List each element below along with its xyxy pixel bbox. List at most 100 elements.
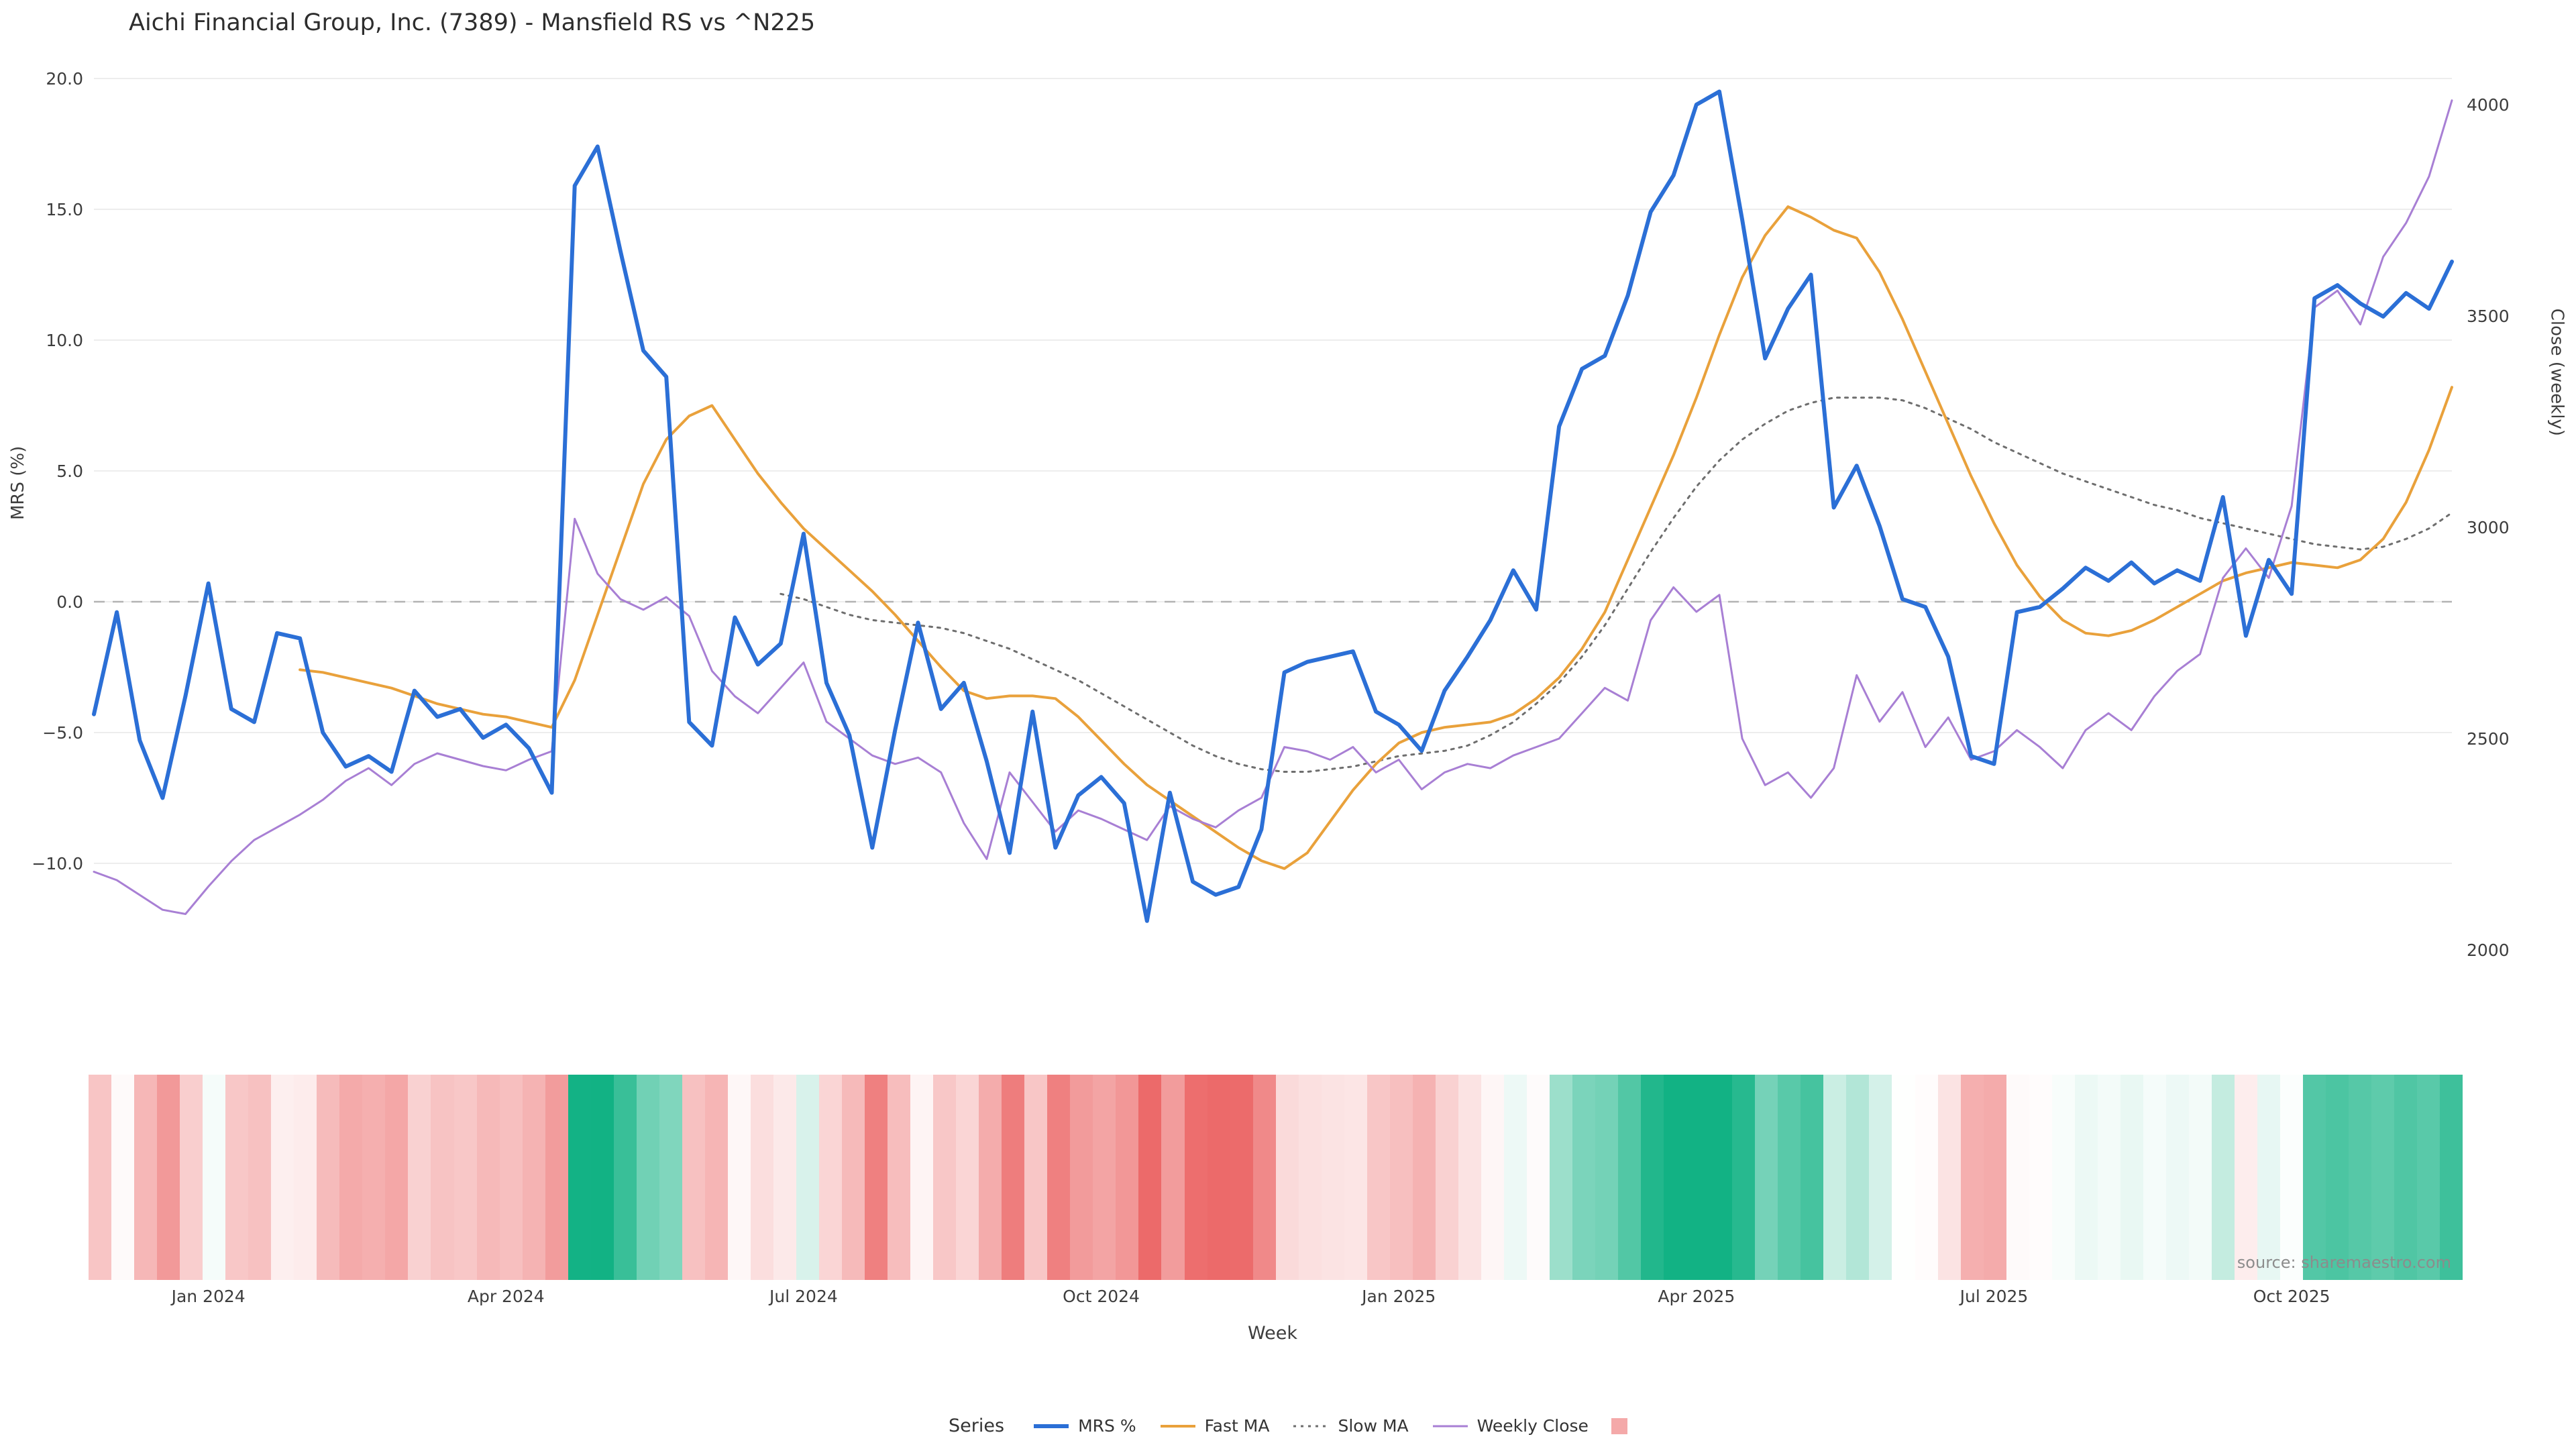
heatmap-cell — [408, 1075, 431, 1280]
left-axis-tick-label: 10.0 — [46, 331, 83, 350]
x-tick-label: Oct 2025 — [2253, 1287, 2330, 1306]
heatmap-cell — [1344, 1075, 1367, 1280]
heatmap-cell — [1755, 1075, 1778, 1280]
heatmap-cell — [704, 1075, 728, 1280]
heatmap-cell — [180, 1075, 203, 1280]
legend-items: MRS % Fast MA Slow MA Weekly Close — [1032, 1416, 1627, 1436]
heatmap-cell — [385, 1075, 409, 1280]
heatmap-cell — [545, 1075, 568, 1280]
heatmap-cell — [1572, 1075, 1596, 1280]
heatmap-cell — [111, 1075, 135, 1280]
heatmap-cell — [1960, 1075, 1984, 1280]
heatmap-legend-swatch — [1611, 1417, 1627, 1434]
heatmap-cell — [271, 1075, 294, 1280]
heatmap-cell — [2097, 1075, 2121, 1280]
heatmap-cell — [2349, 1075, 2372, 1280]
heatmap-cell — [339, 1075, 363, 1280]
left-axis-tick-label: 5.0 — [56, 462, 83, 481]
heatmap-cell — [1047, 1075, 1071, 1280]
heatmap-cell — [933, 1075, 957, 1280]
heatmap-cell — [2120, 1075, 2143, 1280]
heatmap-cell — [2257, 1075, 2280, 1280]
heatmap-cell — [590, 1075, 614, 1280]
heatmap-cell — [89, 1075, 112, 1280]
heatmap-cell — [2280, 1075, 2304, 1280]
heatmap-cell — [727, 1075, 751, 1280]
heatmap-cell — [1664, 1075, 1687, 1280]
heatmap-cell — [294, 1075, 317, 1280]
heatmap-cell — [636, 1075, 659, 1280]
legend-item-fast-ma: Fast MA — [1159, 1416, 1270, 1436]
heatmap-cell — [1138, 1075, 1162, 1280]
legend-item-slow-ma: Slow MA — [1292, 1416, 1409, 1436]
left-axis-tick-label: −10.0 — [32, 854, 83, 873]
heatmap-cell — [134, 1075, 158, 1280]
heatmap-cell — [1732, 1075, 1756, 1280]
heatmap-cell — [819, 1075, 843, 1280]
fast-ma-line — [299, 205, 2453, 870]
heatmap-cell — [2394, 1075, 2418, 1280]
heatmap-cell — [1481, 1075, 1504, 1280]
left-axis-tick-label: 20.0 — [46, 69, 83, 89]
legend-line-swatch — [1034, 1424, 1069, 1428]
heatmap-cell — [1093, 1075, 1116, 1280]
x-axis-title: Week — [1248, 1323, 1297, 1344]
heatmap-cell — [1869, 1075, 1892, 1280]
heatmap-cell — [1002, 1075, 1025, 1280]
legend-label: Slow MA — [1338, 1416, 1409, 1436]
x-tick-label: Apr 2024 — [467, 1287, 545, 1306]
heatmap-cell — [1116, 1075, 1139, 1280]
legend-label: Fast MA — [1204, 1416, 1270, 1436]
right-axis-tick-label: 3000 — [2467, 518, 2510, 537]
main-plot: 20.0 15.0 10.0 5.0 0.0 −5.0 −10.0 4000 3500 3000 2… — [32, 69, 2510, 960]
heatmap-cell — [248, 1075, 272, 1280]
heatmap-cell — [865, 1075, 888, 1280]
heatmap-cell — [2051, 1075, 2075, 1280]
heatmap-cell — [1686, 1075, 1710, 1280]
heatmap-cell — [522, 1075, 545, 1280]
heatmap-cell — [1321, 1075, 1344, 1280]
heatmap-cell — [1778, 1075, 1801, 1280]
heatmap-cell — [431, 1075, 454, 1280]
heatmap-cell — [1275, 1075, 1299, 1280]
heatmap-cell — [1641, 1075, 1664, 1280]
heatmap-cell — [2188, 1075, 2212, 1280]
heatmap-cell — [1207, 1075, 1230, 1280]
heatmap-cell — [1161, 1075, 1185, 1280]
weekly-close-line — [93, 99, 2453, 915]
heatmap-cell — [2006, 1075, 2029, 1280]
x-axis-ticks: Jan 2024 Apr 2024 Jul 2024 Oct 2024 Jan 2025… — [0, 1287, 2576, 1313]
legend: Series MRS % Fast MA Slow MA Weekly Close — [0, 1415, 2576, 1436]
heatmap-cell — [1389, 1075, 1413, 1280]
x-tick-label: Apr 2025 — [1658, 1287, 1735, 1306]
legend-label: Weekly Close — [1477, 1416, 1589, 1436]
legend-line-swatch — [1432, 1425, 1468, 1427]
x-tick-label: Jul 2024 — [769, 1287, 838, 1306]
heatmap-cell — [910, 1075, 934, 1280]
heatmap-cell — [2417, 1075, 2440, 1280]
legend-item-heatmap — [1611, 1417, 1627, 1434]
legend-item-mrs-: MRS % — [1032, 1416, 1136, 1436]
heatmap-cell — [682, 1075, 705, 1280]
heatmap-cell — [613, 1075, 637, 1280]
heatmap-cell — [1435, 1075, 1458, 1280]
heatmap-cell — [1983, 1075, 2006, 1280]
heatmap-cell — [157, 1075, 180, 1280]
heatmap-cell — [1526, 1075, 1550, 1280]
heatmap-cell — [888, 1075, 911, 1280]
heatmap-cell — [225, 1075, 249, 1280]
source-credit: source: sharemaestro.com — [2237, 1253, 2451, 1272]
heatmap-cell — [1892, 1075, 1915, 1280]
right-axis-tick-label: 2000 — [2467, 941, 2510, 960]
heatmap-cell — [773, 1075, 796, 1280]
heatmap-cell — [1024, 1075, 1048, 1280]
heatmap-cell — [499, 1075, 523, 1280]
chart-title: Aichi Financial Group, Inc. (7389) - Man… — [129, 9, 816, 36]
right-axis-tick-label: 3500 — [2467, 307, 2510, 326]
heatmap-strip: source: sharemaestro.com — [89, 1075, 2463, 1280]
heatmap-cell — [750, 1075, 773, 1280]
mrs-line — [92, 89, 2454, 923]
right-axis-tick-label: 4000 — [2467, 95, 2510, 115]
heatmap-cell — [659, 1075, 682, 1280]
legend-line-swatch — [1160, 1424, 1195, 1428]
